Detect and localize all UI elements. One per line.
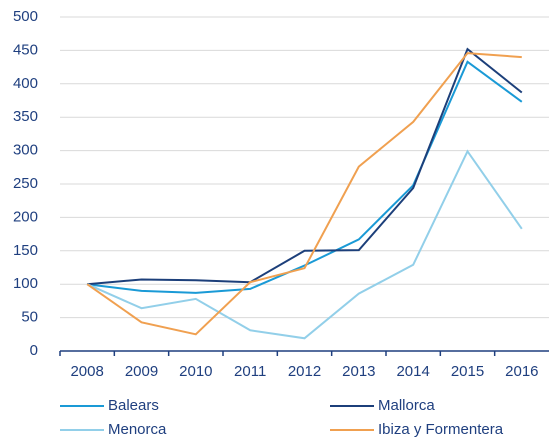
x-tick-label: 2010 — [179, 363, 212, 380]
y-tick-label: 200 — [13, 208, 38, 225]
y-tick-label: 250 — [13, 175, 38, 192]
line-series — [86, 149, 523, 340]
x-tick-label: 2009 — [125, 363, 158, 380]
y-tick-label: 150 — [13, 242, 38, 259]
y-tick-label: 400 — [13, 75, 38, 92]
legend-label: Menorca — [108, 421, 167, 438]
x-tick-label: 2016 — [505, 363, 538, 380]
y-tick-label: 450 — [13, 41, 38, 58]
x-tick-label: 2012 — [288, 363, 321, 380]
y-tick-label: 50 — [21, 309, 38, 326]
y-tick-label: 100 — [13, 275, 38, 292]
y-tick-label: 500 — [13, 8, 38, 25]
x-tick-label: 2008 — [70, 363, 103, 380]
y-tick-label: 350 — [13, 108, 38, 125]
legend-label: Balears — [108, 397, 159, 414]
x-tick-label: 2011 — [234, 363, 266, 380]
legend-label: Ibiza y Formentera — [378, 421, 504, 438]
x-tick-label: 2014 — [396, 363, 429, 380]
y-tick-label: 0 — [30, 342, 38, 359]
x-tick-label: 2013 — [342, 363, 375, 380]
legend-label: Mallorca — [378, 397, 435, 414]
line-series — [87, 47, 523, 286]
line-series — [86, 52, 522, 336]
line-series — [87, 60, 523, 294]
x-tick-label: 2015 — [451, 363, 484, 380]
y-tick-label: 300 — [13, 142, 38, 159]
